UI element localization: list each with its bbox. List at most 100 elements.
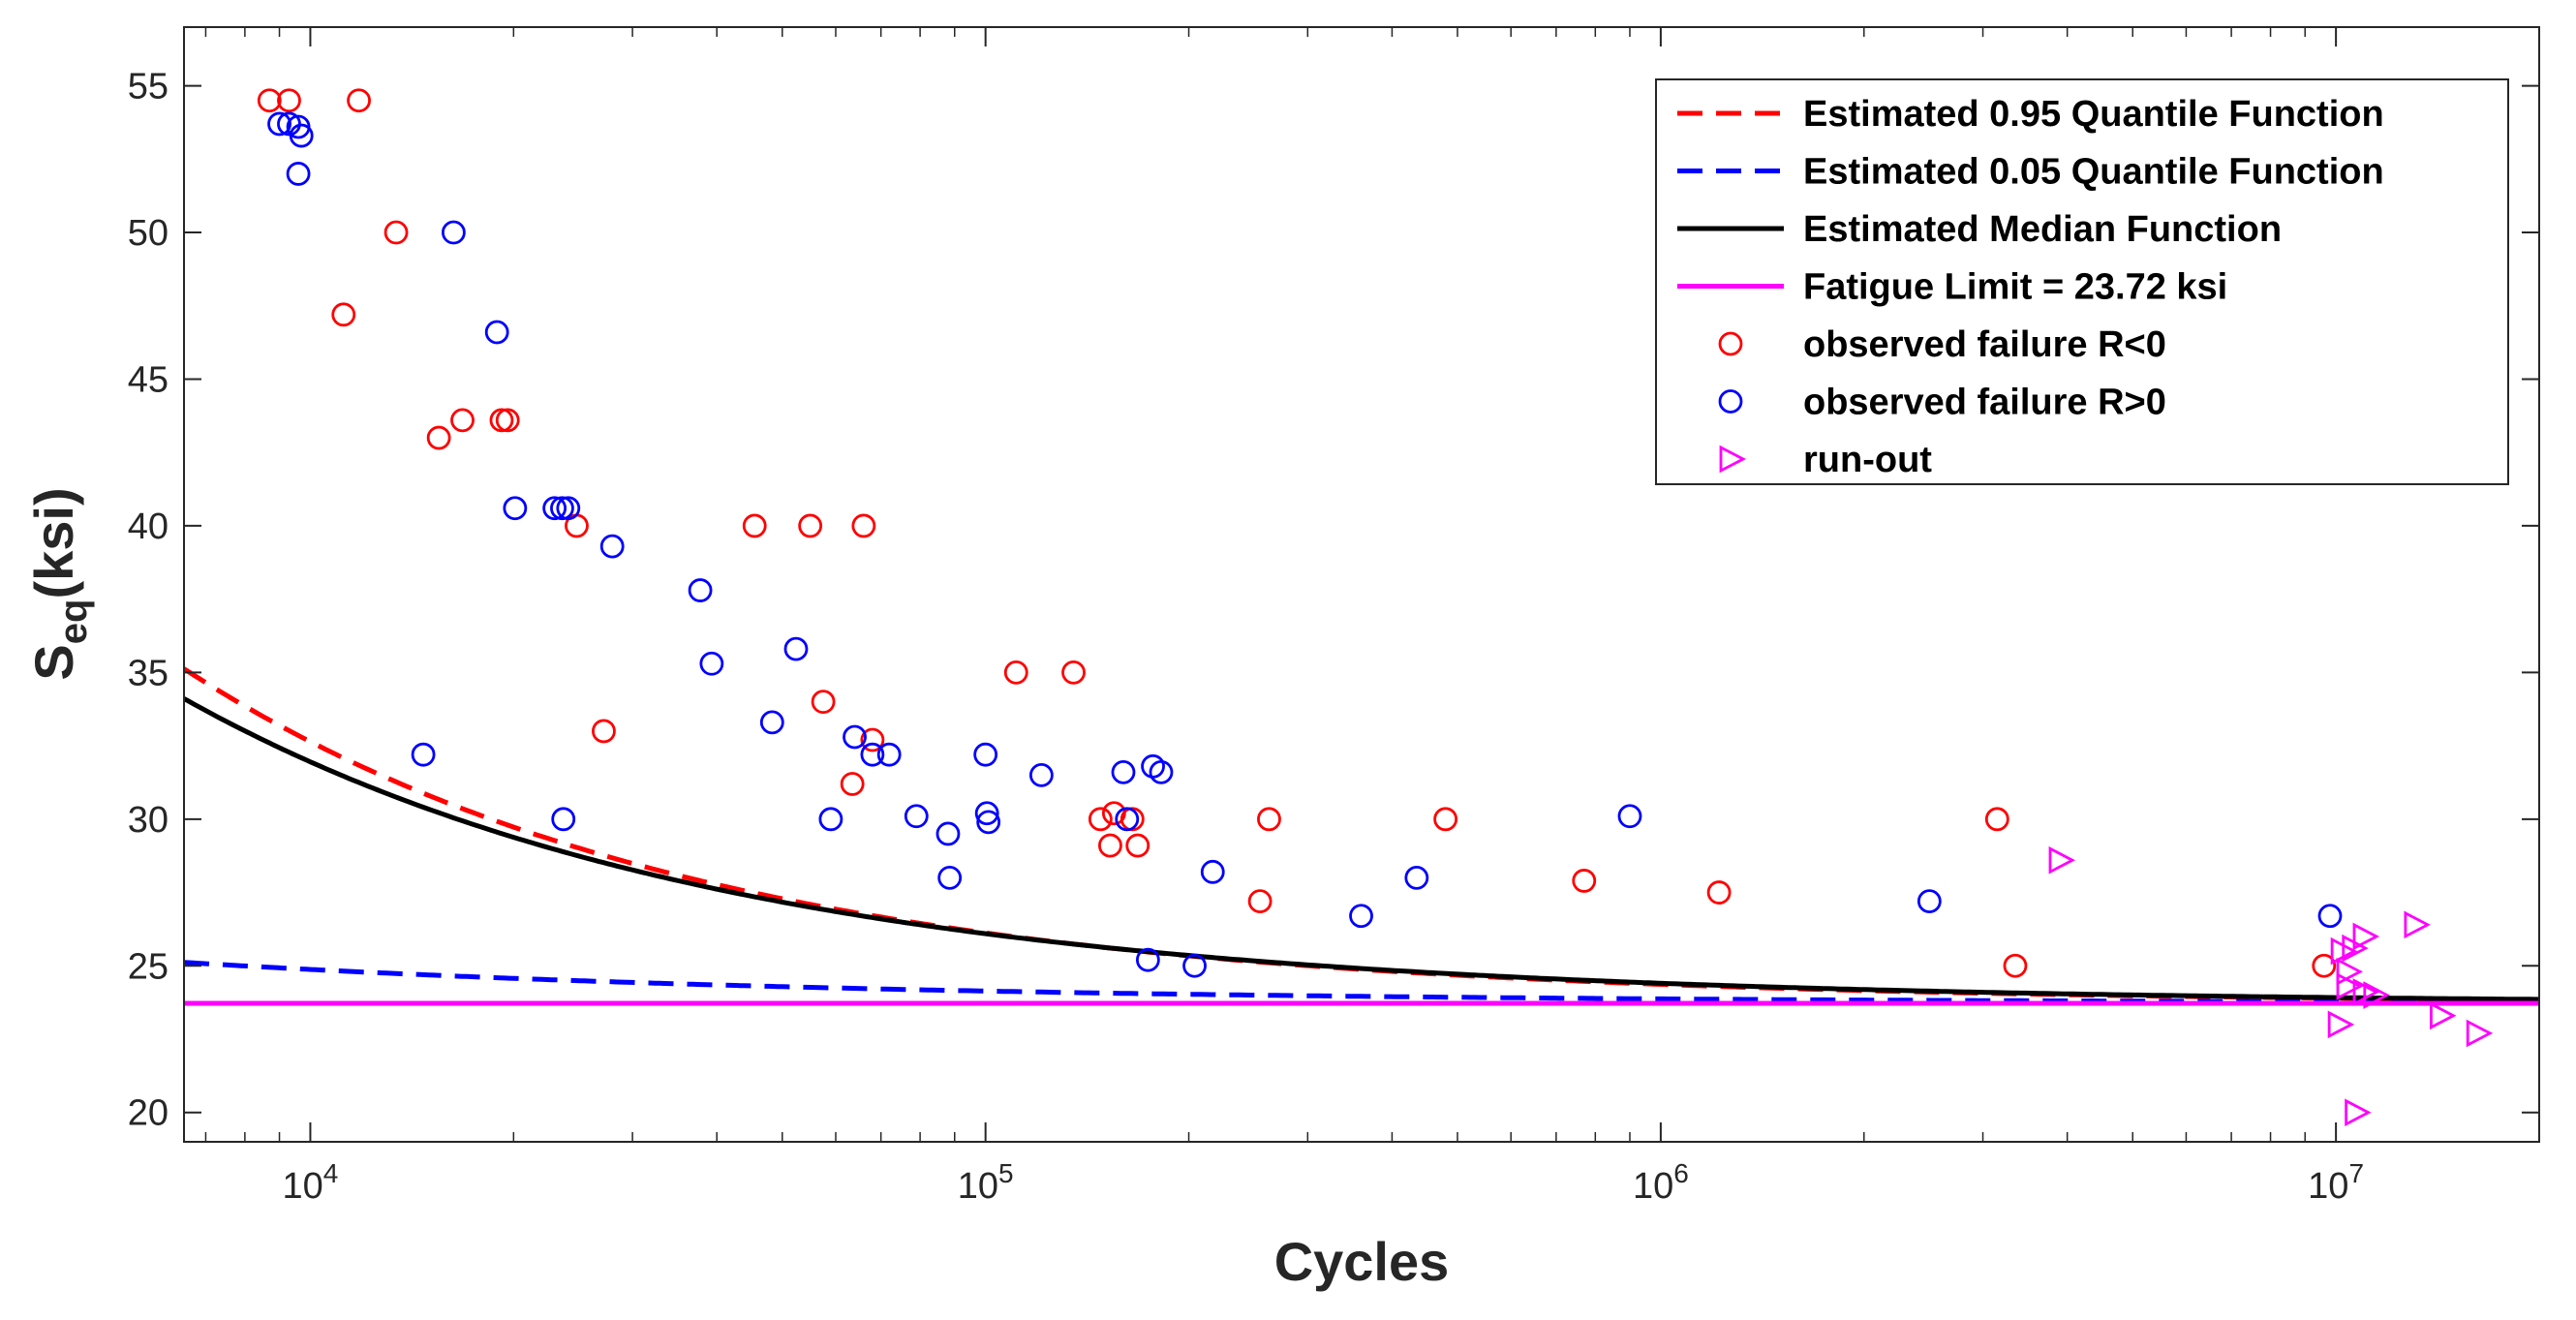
failure-point-r-pos bbox=[286, 162, 311, 186]
failure-point-r-pos bbox=[441, 220, 466, 245]
failure-point-r-pos bbox=[411, 742, 436, 767]
x-tick-label: 106 bbox=[1633, 1158, 1689, 1207]
failure-point-r-pos bbox=[2317, 904, 2343, 929]
y-tick-label: 50 bbox=[128, 213, 169, 254]
legend: Estimated 0.95 Quantile Function Estimate… bbox=[1655, 78, 2509, 485]
failure-point-r-neg bbox=[277, 88, 301, 113]
y-axis-label-text: Seq(ksi) bbox=[23, 487, 95, 680]
failure-point-r-pos bbox=[860, 742, 885, 767]
y-axis-label: Seq(ksi) bbox=[23, 487, 95, 680]
failure-point-r-neg bbox=[426, 425, 451, 450]
failure-point-r-pos bbox=[1404, 865, 1429, 890]
ticks-layer: 20 25 30 35 40 45 50 55 104 105 106 107 bbox=[128, 27, 2540, 1207]
legend-box bbox=[1655, 78, 2509, 485]
run-out-point bbox=[2327, 1010, 2355, 1039]
y-tick-label: 35 bbox=[128, 653, 169, 693]
failure-point-r-neg bbox=[860, 727, 885, 752]
failure-point-r-pos bbox=[267, 111, 291, 137]
y-tick-label: 25 bbox=[128, 946, 169, 987]
run-out-point bbox=[2345, 1098, 2372, 1127]
failure-point-r-neg bbox=[1257, 807, 1281, 832]
failure-point-r-neg bbox=[257, 88, 282, 113]
failure-point-r-pos bbox=[937, 865, 963, 890]
failure-point-r-pos bbox=[973, 742, 998, 767]
legend-label: observed failure R<0 bbox=[1803, 324, 2166, 365]
failure-point-r-neg bbox=[1003, 660, 1028, 685]
failure-point-r-neg bbox=[840, 772, 865, 796]
failure-point-r-pos bbox=[503, 496, 528, 521]
y-axis-label-suffix: (ksi) bbox=[23, 487, 84, 599]
legend-label: Estimated Median Function bbox=[1803, 209, 2282, 250]
failure-point-r-neg bbox=[1088, 807, 1113, 832]
failure-point-r-pos bbox=[876, 742, 902, 767]
failure-point-r-neg bbox=[1433, 807, 1458, 832]
failure-point-r-neg bbox=[347, 88, 371, 113]
failure-point-r-pos bbox=[843, 724, 867, 750]
failure-point-r-pos bbox=[935, 821, 961, 846]
failure-point-r-neg bbox=[2312, 953, 2337, 978]
failure-point-r-pos bbox=[484, 320, 509, 345]
failure-point-r-pos bbox=[556, 496, 581, 521]
x-tick-label: 105 bbox=[958, 1158, 1014, 1207]
failure-point-r-pos bbox=[551, 807, 576, 832]
failure-point-r-neg bbox=[1061, 660, 1086, 685]
failure-point-r-pos bbox=[699, 651, 724, 676]
failure-point-r-neg bbox=[450, 408, 475, 433]
y-tick-label: 40 bbox=[128, 507, 169, 547]
y-axis-label-main: S bbox=[23, 644, 84, 680]
failure-point-r-neg bbox=[1984, 807, 2009, 832]
failure-point-r-pos bbox=[976, 810, 1001, 835]
failure-point-r-pos bbox=[759, 710, 784, 735]
failure-point-r-neg bbox=[742, 513, 767, 538]
x-tick-label: 107 bbox=[2308, 1158, 2364, 1207]
failure-point-r-pos bbox=[542, 496, 567, 521]
run-out-point bbox=[2466, 1019, 2494, 1048]
run-out-point bbox=[2336, 958, 2364, 986]
failure-point-r-pos bbox=[1115, 807, 1140, 832]
x-axis-label: Cycles bbox=[1274, 1231, 1450, 1292]
failure-point-r-pos bbox=[904, 804, 929, 829]
legend-label: Fatigue Limit = 23.72 ksi bbox=[1803, 267, 2227, 308]
median-curve bbox=[184, 696, 2539, 1002]
legend-label: run-out bbox=[1803, 440, 1932, 480]
run-out-point bbox=[2352, 922, 2380, 951]
y-tick-label: 20 bbox=[128, 1093, 169, 1134]
failure-point-r-neg bbox=[1706, 880, 1732, 905]
failure-point-r-pos bbox=[599, 534, 625, 559]
failure-point-r-pos bbox=[1149, 759, 1174, 784]
failure-point-r-neg bbox=[1098, 833, 1122, 858]
run-out-point bbox=[2363, 981, 2390, 1009]
x-tick-label: 104 bbox=[283, 1158, 339, 1207]
failure-point-r-pos bbox=[1200, 859, 1225, 884]
failure-point-r-pos bbox=[1111, 759, 1136, 784]
failure-point-r-pos bbox=[974, 801, 999, 826]
legend-label: observed failure R>0 bbox=[1803, 383, 2166, 423]
failure-point-r-pos bbox=[550, 496, 574, 521]
legend-key-triangle bbox=[1719, 445, 1747, 474]
failure-point-r-neg bbox=[2003, 953, 2028, 978]
y-axis-label-sub: eq bbox=[52, 599, 95, 645]
run-out-point bbox=[2430, 1001, 2457, 1030]
curves-layer bbox=[184, 666, 2539, 1006]
failure-point-r-neg bbox=[811, 690, 836, 715]
failure-point-r-neg bbox=[489, 408, 514, 433]
run-out-point bbox=[2048, 845, 2076, 875]
failure-point-r-neg bbox=[495, 408, 520, 433]
run-out-point bbox=[2336, 972, 2364, 1000]
markers-layer bbox=[257, 88, 2494, 1127]
axes-box bbox=[183, 26, 2540, 1143]
failure-point-r-pos bbox=[688, 578, 713, 602]
failure-point-r-pos bbox=[1135, 947, 1160, 972]
legend-key-circle bbox=[1718, 389, 1743, 414]
legend-label: Estimated 0.05 Quantile Function bbox=[1803, 152, 2384, 193]
failure-point-r-neg bbox=[798, 513, 823, 538]
failure-point-r-neg bbox=[1125, 833, 1150, 858]
failure-point-r-pos bbox=[818, 807, 843, 832]
legend-label: Estimated 0.95 Quantile Function bbox=[1803, 94, 2384, 135]
y-tick-label: 55 bbox=[128, 67, 169, 107]
y-tick-label: 30 bbox=[128, 800, 169, 841]
failure-point-r-neg bbox=[331, 302, 356, 327]
run-out-point bbox=[2404, 910, 2431, 939]
